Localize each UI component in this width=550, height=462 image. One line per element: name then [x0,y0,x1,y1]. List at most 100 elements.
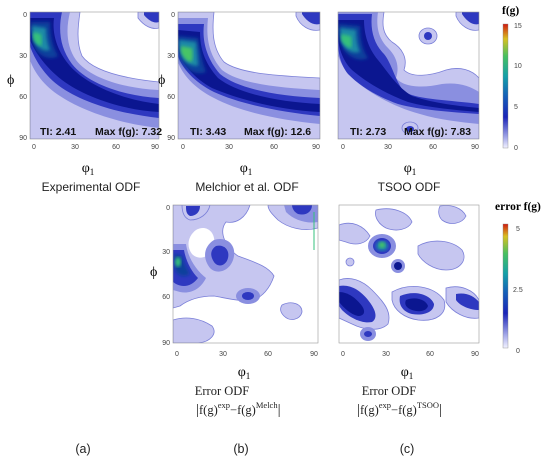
error-region [211,245,229,266]
panel-caption: TSOO ODF [378,180,441,194]
error-region [345,257,355,267]
x-tick: 30 [219,351,227,358]
x-axis-label: φ1 [401,365,414,381]
contour-peak [181,46,193,62]
error-peak [175,257,181,267]
error-region [292,205,312,215]
error-region [173,317,215,343]
x-tick: 0 [341,351,345,358]
y-tick: 30 [19,53,27,60]
x-ticks: 0 30 60 90 [181,144,320,151]
odf-panel-melchior: TI: 3.43 Max f(g): 12.6 0 30 60 90 0 30 … [158,11,321,194]
colorbar-scale [502,223,509,349]
y-tick: 90 [167,135,175,142]
ti-label: TI: 2.41 [40,126,76,138]
colorbar-tick: 0 [516,348,520,355]
colorbar-tick: 10 [514,63,522,70]
error-region [364,331,372,337]
error-region [394,262,402,270]
panel-letter-c: (c) [400,442,415,456]
error-panel-tsoo: 0 30 60 90 φ1 Error ODF |f(g)exp−f(g)TSO… [338,204,480,418]
error-peak [379,242,385,248]
contour-map [173,205,318,343]
error-region [280,302,303,320]
error-region [405,298,428,312]
y-tick: 60 [19,94,27,101]
error-region [375,208,413,231]
error-region [186,206,200,216]
max-fg-label: Max f(g): 7.83 [404,126,471,138]
colorbar-error: error f(g) 0 2.5 5 [495,201,541,355]
x-tick: 90 [151,144,159,151]
x-tick: 90 [471,351,479,358]
y-axis-label: ϕ [7,73,14,88]
contour-peak [33,32,42,46]
y-tick: 0 [171,12,175,19]
panel-letter-b: (b) [233,442,248,456]
error-region [438,205,467,224]
contour-level-3 [338,14,479,114]
contour-peak [341,34,352,48]
y-tick: 90 [162,340,170,347]
corner-blob-core [144,12,159,23]
contour-map [30,12,159,139]
y-ticks: 0 30 60 90 [167,12,175,142]
error-region [456,293,479,310]
x-tick: 60 [429,144,437,151]
error-region [339,222,371,245]
x-axis-label: φ1 [404,161,417,177]
contour-map [178,12,320,139]
panel-letter-a: (a) [75,442,90,456]
x-tick: 90 [471,144,479,151]
error-formula: |f(g)exp−f(g)Melch| [196,400,281,418]
max-fg-label: Max f(g): 7.32 [95,126,162,138]
y-axis-label: ϕ [158,73,165,88]
ti-label: TI: 2.73 [350,126,386,138]
plot-frame [172,204,319,344]
error-region [339,292,365,316]
plot-frame [177,11,321,140]
y-tick: 90 [19,135,27,142]
x-tick: 0 [181,144,185,151]
x-tick: 0 [341,144,345,151]
error-caption: Error ODF [195,384,250,398]
odf-panel-tsoo: TI: 2.73 Max f(g): 7.83 0 30 60 90 φ1 TS… [337,11,480,194]
x-ticks: 0 30 60 90 [175,351,318,358]
contour-island-core [424,32,432,40]
x-tick: 30 [382,351,390,358]
error-caption: Error ODF [362,384,417,398]
y-tick: 60 [162,294,170,301]
panel-caption: Melchior et al. ODF [195,180,298,194]
x-ticks: 0 30 60 90 [341,351,479,358]
plot-frame [29,11,160,140]
corner-blob-core [462,12,479,25]
corner-blob-core [302,12,320,25]
colorbar-title: f(g) [502,5,519,17]
plot-frame [338,204,480,344]
x-tick: 30 [71,144,79,151]
error-panel-melchior: 0 30 60 90 0 30 60 90 ϕ φ1 Error ODF |f(… [150,204,319,418]
x-ticks: 0 30 60 90 [32,144,159,151]
y-tick: 60 [167,94,175,101]
colorbar-tick: 15 [514,23,522,30]
x-tick: 60 [264,351,272,358]
y-ticks: 0 30 60 90 [162,205,170,347]
y-tick: 30 [162,249,170,256]
plot-frame [337,11,480,140]
x-axis-label: φ1 [240,161,253,177]
x-tick: 60 [112,144,120,151]
error-region [417,240,465,271]
x-tick: 0 [32,144,36,151]
contour-island-core [406,126,414,132]
colorbar-tick: 0 [514,145,518,152]
y-tick: 0 [166,205,170,212]
colorbar-fg: f(g) 0 5 10 15 [502,5,522,152]
x-axis-label: φ1 [238,365,251,381]
x-tick: 0 [175,351,179,358]
y-axis-label: ϕ [150,265,157,280]
odf-panel-experimental: TI: 2.41 Max f(g): 7.32 0 30 60 90 0 30 … [7,11,162,194]
y-tick: 0 [23,12,27,19]
colorbar-tick: 2.5 [513,287,523,294]
panel-caption: Experimental ODF [42,180,141,194]
